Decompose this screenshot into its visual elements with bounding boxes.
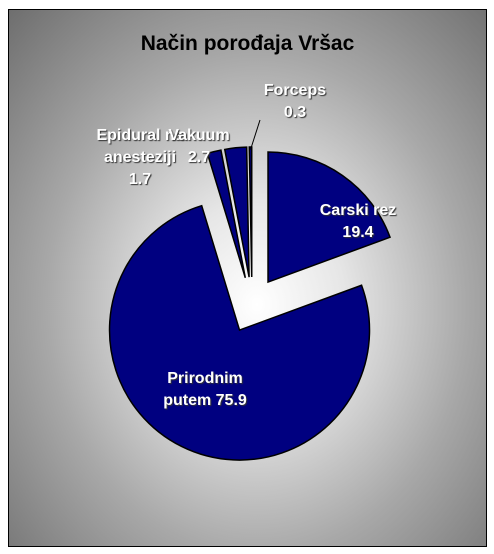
pie-slice [108,204,371,461]
pie-slice [223,146,250,278]
pie-slice [267,151,392,284]
value-label: 75.9 [215,392,247,409]
data-label: Prirodnim putem 75.9 [150,368,260,412]
data-label: Vakuum 2.7 [163,125,235,169]
category-label: Epidural na anesteziji [96,127,184,166]
leader-line [250,119,261,150]
pie-slice [206,149,247,279]
chart-title: Način porođaja Vršac [140,32,355,55]
data-label: Forceps 0.3 [262,80,328,124]
data-label: Carski rez 19.4 [318,200,398,244]
category-label: Carski rez [319,202,397,219]
data-label: Epidural na anesteziji 1.7 [92,125,188,191]
category-label: Prirodnim putem [163,370,243,409]
pie-slice [248,146,253,278]
value-label: 1.7 [128,171,152,188]
value-label: 2.7 [187,149,211,166]
value-label: 19.4 [342,224,374,241]
category-label: Vakuum [168,127,230,144]
category-label: Forceps [263,82,327,99]
value-label: 0.3 [283,104,307,121]
